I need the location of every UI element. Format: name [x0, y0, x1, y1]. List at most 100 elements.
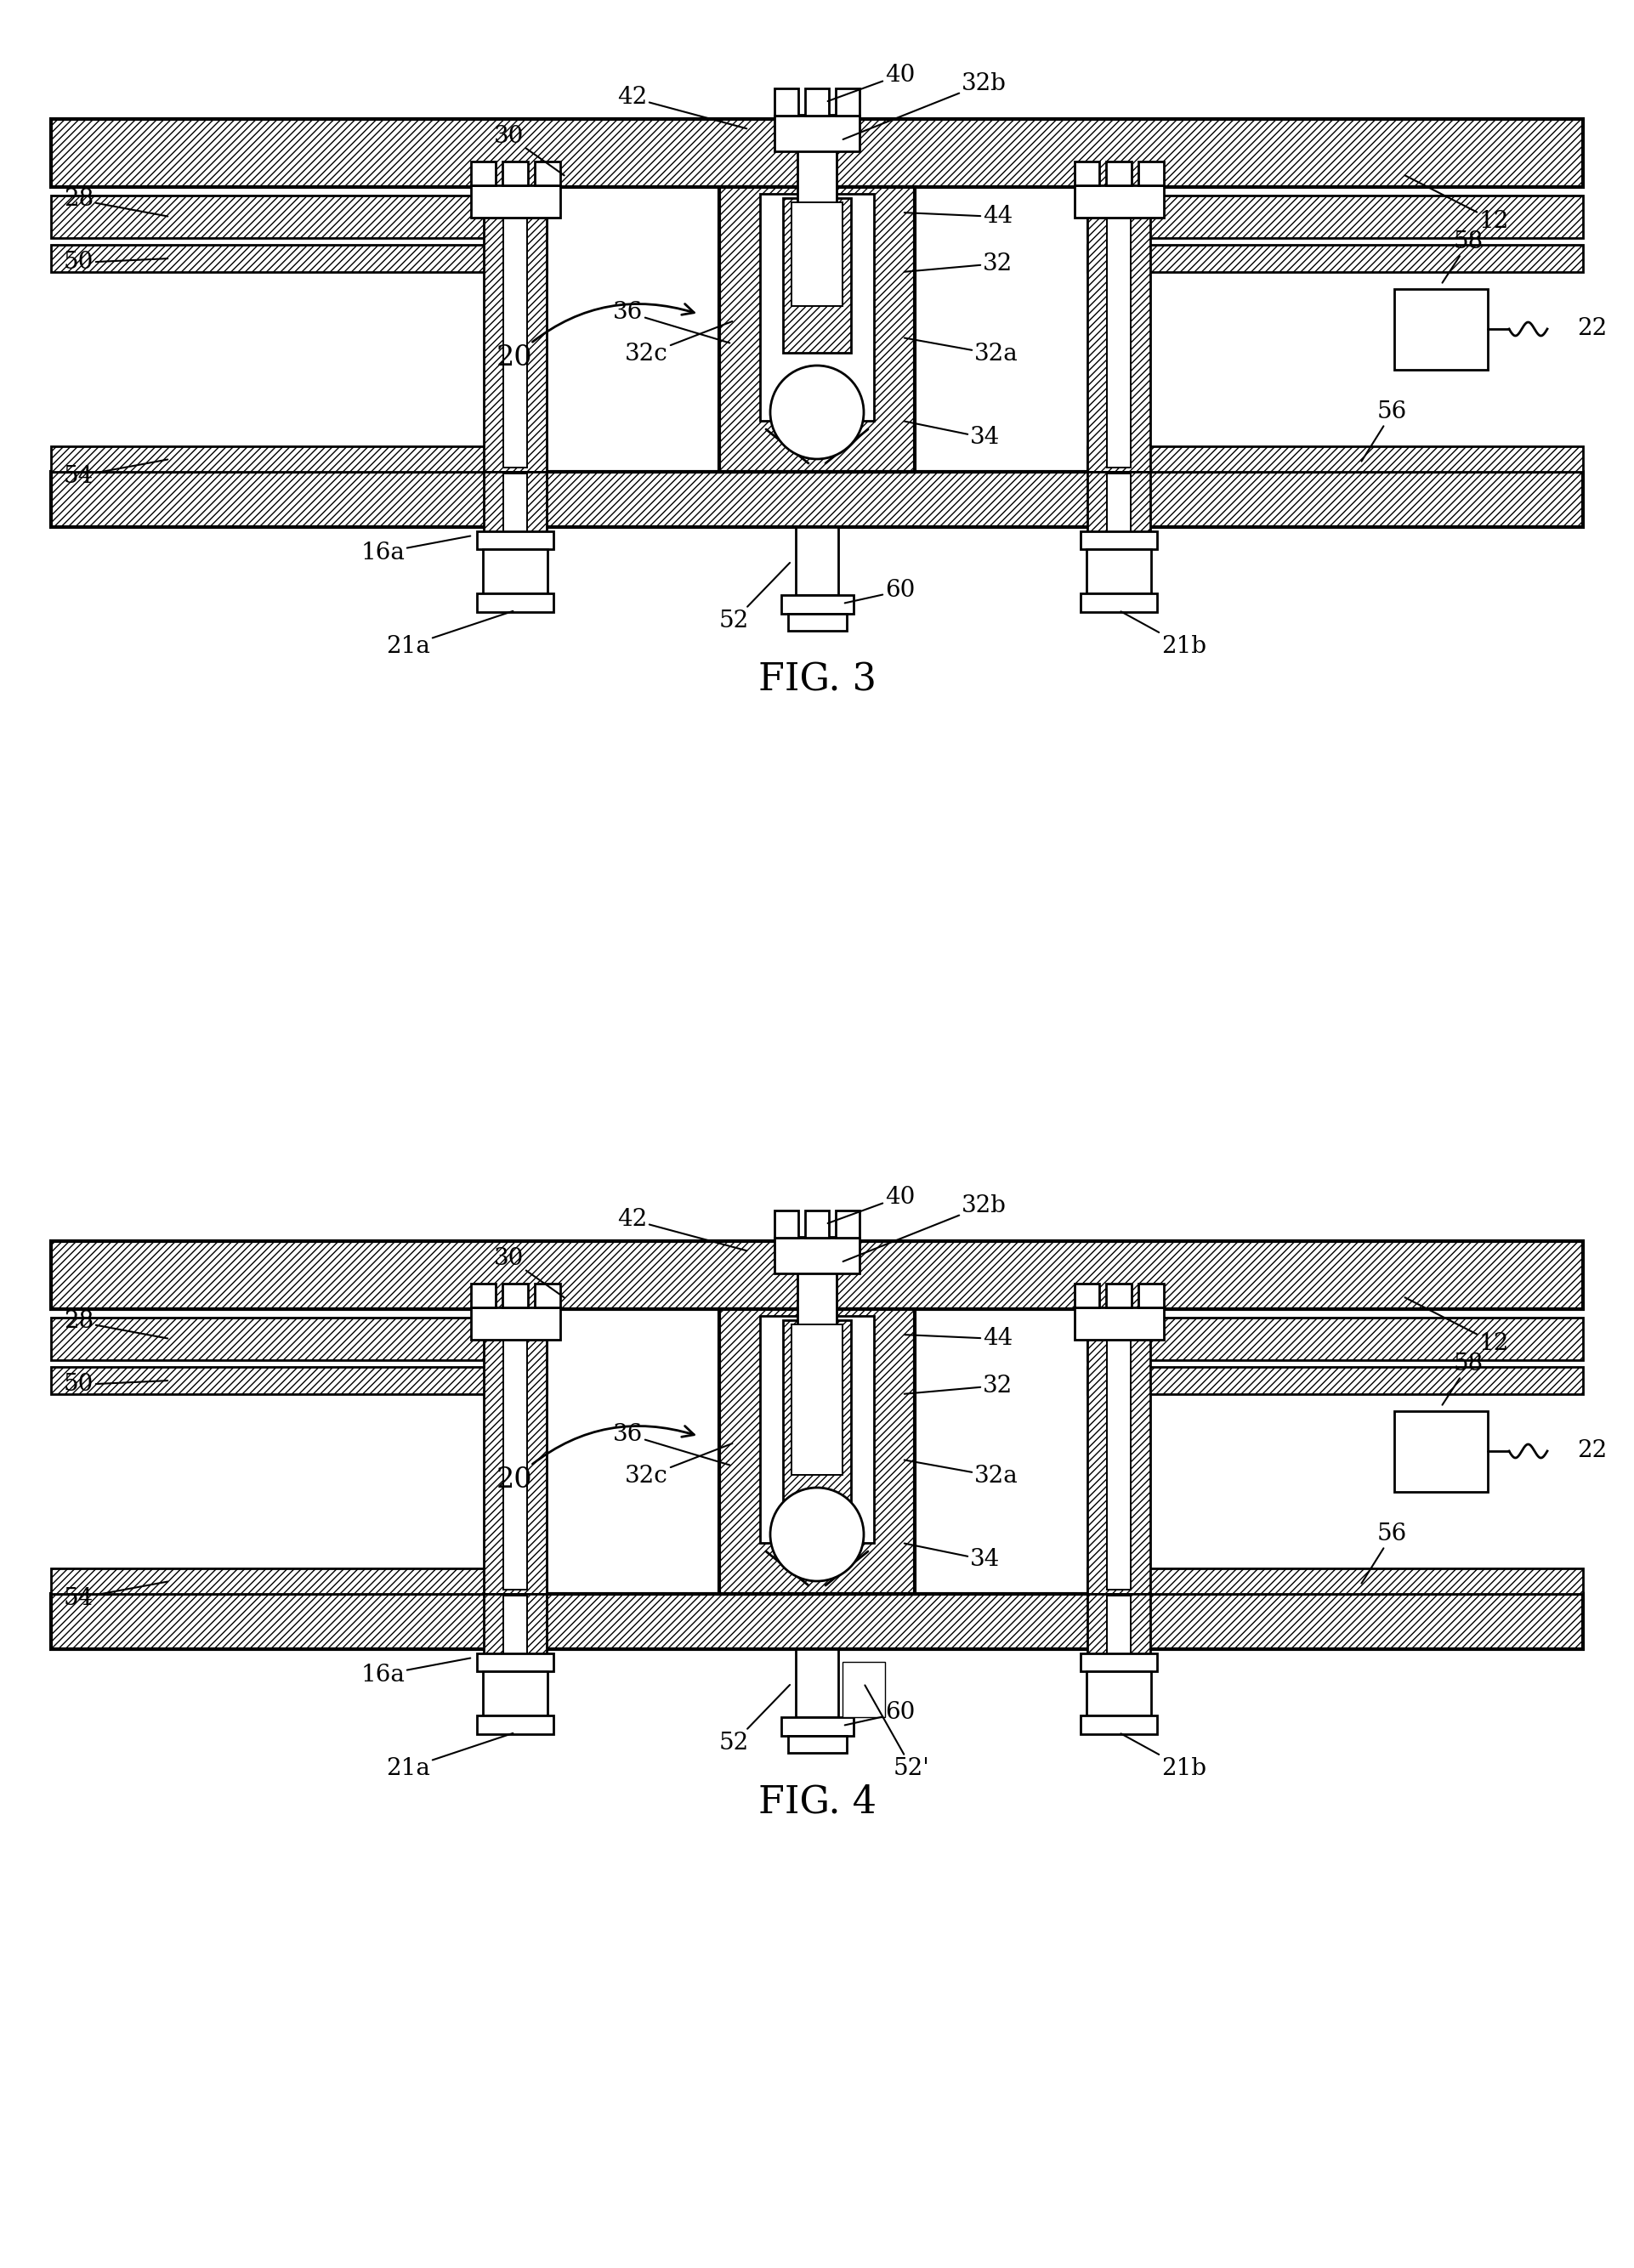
Text: 36: 36	[613, 1422, 730, 1465]
Text: 16a: 16a	[361, 1658, 471, 1685]
Text: 28: 28	[64, 188, 168, 215]
Bar	[760, 193, 874, 422]
Bar	[51, 1594, 1583, 1649]
Bar	[1106, 161, 1131, 186]
Bar	[484, 549, 547, 594]
Text: 22: 22	[1577, 1440, 1606, 1463]
Bar	[477, 531, 554, 549]
Text: 34: 34	[904, 422, 1000, 449]
Text: 30: 30	[493, 125, 564, 175]
Bar	[503, 1597, 528, 1656]
Bar	[791, 1325, 843, 1474]
Bar	[1087, 472, 1150, 533]
Text: 32c: 32c	[626, 322, 732, 365]
Text: FIG. 4: FIG. 4	[758, 1785, 876, 1821]
Text: 52: 52	[719, 562, 789, 633]
Bar	[1087, 245, 1583, 272]
Bar	[1106, 1284, 1131, 1306]
Text: 16a: 16a	[361, 535, 471, 565]
Bar	[477, 1715, 554, 1735]
Bar	[471, 186, 560, 218]
Bar	[781, 1717, 853, 1735]
Bar	[1394, 288, 1489, 370]
Text: 56: 56	[1361, 1522, 1407, 1583]
Bar	[760, 1315, 874, 1542]
Text: 40: 40	[828, 1186, 915, 1222]
Text: 42: 42	[618, 86, 747, 129]
Bar	[51, 472, 1583, 526]
Bar	[471, 1284, 495, 1306]
Bar	[779, 1243, 855, 1259]
Text: 58: 58	[1443, 1354, 1484, 1404]
Text: 12: 12	[1405, 1297, 1510, 1354]
Text: 32a: 32a	[904, 338, 1018, 365]
Bar	[797, 1236, 837, 1397]
Bar	[471, 1306, 560, 1340]
Bar	[51, 1569, 547, 1594]
Bar	[534, 161, 560, 186]
Text: 42: 42	[618, 1209, 747, 1250]
Text: 22: 22	[1577, 318, 1606, 340]
Text: 32c: 32c	[626, 1442, 732, 1488]
Circle shape	[770, 1488, 864, 1581]
Bar	[503, 474, 528, 533]
Text: 50: 50	[64, 252, 168, 274]
Bar	[1106, 191, 1131, 467]
Bar	[775, 1238, 859, 1272]
Text: FIG. 3: FIG. 3	[758, 662, 876, 699]
Bar	[806, 88, 828, 116]
Bar	[471, 161, 495, 186]
Bar	[788, 615, 846, 631]
Text: 40: 40	[828, 64, 915, 102]
Bar	[51, 245, 547, 272]
Bar	[806, 1211, 828, 1238]
Text: 32: 32	[904, 252, 1013, 274]
Bar	[1087, 195, 1583, 238]
Bar	[779, 120, 855, 136]
Bar	[797, 116, 837, 274]
Text: 12: 12	[1405, 175, 1510, 234]
Bar	[835, 1211, 859, 1238]
Text: 56: 56	[1361, 401, 1407, 460]
Bar	[484, 1672, 547, 1715]
Bar	[788, 1735, 846, 1753]
Bar	[783, 1320, 851, 1522]
Text: 52: 52	[719, 1685, 789, 1753]
Bar	[1087, 1594, 1150, 1656]
Text: 54: 54	[64, 1581, 168, 1610]
Text: 52': 52'	[864, 1685, 930, 1780]
Text: 20: 20	[497, 304, 694, 372]
Text: 36: 36	[613, 302, 730, 342]
Bar	[1080, 1653, 1157, 1672]
Bar	[1394, 1411, 1489, 1492]
Bar	[1087, 1672, 1150, 1715]
Bar	[1074, 1284, 1100, 1306]
Bar	[51, 118, 1583, 186]
Bar	[484, 186, 547, 472]
Bar	[781, 594, 853, 615]
Text: 44: 44	[904, 1327, 1013, 1349]
Text: 60: 60	[845, 578, 915, 603]
Bar	[775, 1211, 799, 1238]
Bar	[484, 1309, 547, 1594]
Bar	[503, 1313, 528, 1590]
Bar	[51, 447, 547, 472]
Text: 32a: 32a	[904, 1461, 1018, 1488]
Text: 58: 58	[1443, 231, 1484, 284]
Bar	[503, 191, 528, 467]
Bar	[1087, 549, 1150, 594]
Bar	[719, 1309, 915, 1594]
Bar	[775, 88, 799, 116]
Bar	[477, 1653, 554, 1672]
Bar	[1106, 1597, 1131, 1656]
Bar	[1087, 186, 1150, 472]
Bar	[484, 472, 547, 533]
Text: 50: 50	[64, 1374, 168, 1397]
Bar	[484, 1594, 547, 1656]
Text: 32b: 32b	[843, 73, 1007, 138]
Bar	[503, 161, 528, 186]
Bar	[1080, 594, 1157, 612]
Bar	[843, 1662, 886, 1717]
Bar	[775, 116, 859, 152]
Bar	[783, 197, 851, 354]
